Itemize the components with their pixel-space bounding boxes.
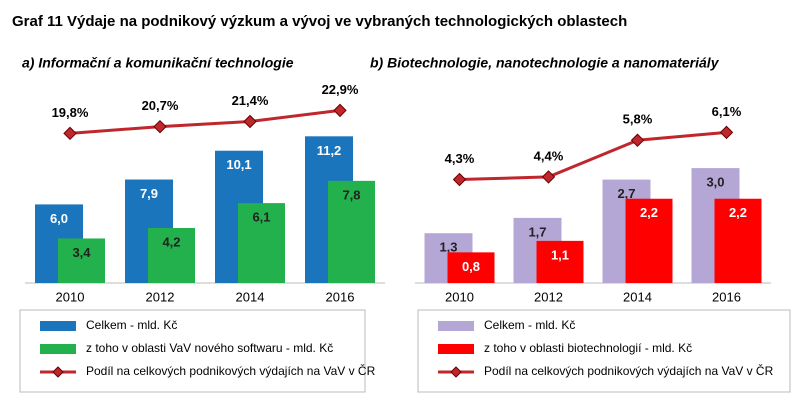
line-marker <box>630 133 645 147</box>
data-label: 22,9% <box>322 82 359 97</box>
chart-title: Graf 11 Výdaje na podnikový výzkum a výv… <box>12 13 627 30</box>
line-marker <box>243 114 257 129</box>
bar <box>625 198 673 283</box>
bar <box>328 180 375 283</box>
line-marker <box>63 126 77 141</box>
data-label: 11,2 <box>317 143 342 158</box>
data-label: 4,3% <box>445 151 475 166</box>
data-label: 4,4% <box>534 148 564 163</box>
legend-label: z toho v oblasti biotechnologií - mld. K… <box>484 341 692 355</box>
bar <box>536 240 584 283</box>
x-tick-label: 2010 <box>56 289 85 304</box>
x-tick-label: 2010 <box>445 289 474 304</box>
x-tick-label: 2012 <box>534 289 563 304</box>
legend-swatch <box>438 321 474 331</box>
data-label: 0,8 <box>462 259 480 274</box>
data-label: 19,8% <box>52 105 89 120</box>
subchart-title: a) Informační a komunikační technologie <box>22 55 294 71</box>
legend-label: Celkem - mld. Kč <box>484 318 575 332</box>
data-label: 2,2 <box>729 205 747 220</box>
legend-box <box>19 309 366 393</box>
data-label: 3,4 <box>72 245 91 260</box>
data-label: 6,0 <box>50 211 68 226</box>
data-label: 21,4% <box>232 93 269 108</box>
legend-label: Podíl na celkových podnikových výdajích … <box>484 363 774 378</box>
x-tick-label: 2016 <box>712 289 741 304</box>
legend-label: Podíl na celkových podnikových výdajích … <box>86 363 376 378</box>
line <box>459 130 727 182</box>
data-label: 1,3 <box>439 240 457 255</box>
x-tick-label: 2014 <box>623 289 652 304</box>
data-label: 3,0 <box>706 175 724 190</box>
data-label: 4,2 <box>162 234 180 249</box>
data-label: 1,1 <box>551 247 569 262</box>
data-label: 5,8% <box>623 112 653 127</box>
legend-marker <box>450 366 462 378</box>
data-label: 20,7% <box>142 98 179 113</box>
line-marker <box>541 170 556 184</box>
bar <box>58 238 105 283</box>
legend-box <box>417 309 791 393</box>
bar <box>148 227 195 283</box>
subchart-title: b) Biotechnologie, nanotechnologie a nan… <box>370 55 720 71</box>
bar <box>447 252 495 283</box>
legend-swatch <box>40 321 76 331</box>
legend-marker <box>52 366 64 378</box>
data-label: 1,7 <box>528 224 546 239</box>
x-tick-label: 2012 <box>146 289 175 304</box>
x-tick-label: 2016 <box>326 289 355 304</box>
data-label: 6,1% <box>712 104 742 119</box>
legend-label: Celkem - mld. Kč <box>86 318 177 332</box>
line-marker <box>333 103 347 118</box>
data-label: 7,9 <box>140 186 158 201</box>
data-label: 7,8 <box>342 187 360 202</box>
line <box>69 108 341 135</box>
legend-swatch <box>40 344 76 354</box>
legend-swatch <box>438 344 474 354</box>
data-label: 6,1 <box>252 210 270 225</box>
line-marker <box>153 119 167 134</box>
legend-label: z toho v oblasti VaV nového softwaru - m… <box>86 341 333 355</box>
x-tick-label: 2014 <box>236 289 265 304</box>
line-marker <box>719 125 734 140</box>
data-label: 2,7 <box>617 186 635 201</box>
line-marker <box>452 172 467 187</box>
data-label: 2,2 <box>640 205 658 220</box>
bar <box>238 203 285 283</box>
bar <box>714 198 762 283</box>
data-label: 10,1 <box>226 157 251 172</box>
